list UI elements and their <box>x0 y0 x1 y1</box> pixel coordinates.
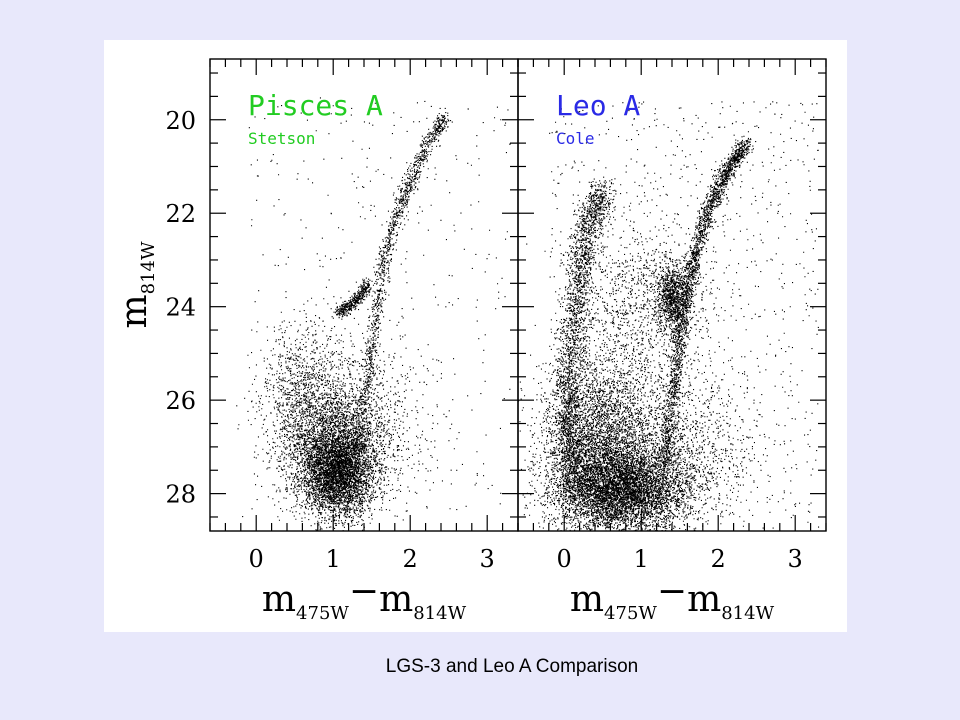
x-tick-label: 0 <box>557 545 572 573</box>
cmd-figure: 0 1 2 3 20 22 24 26 28 m475W−m814W m814W Pisces A St… <box>104 40 847 632</box>
x-tick-label: 3 <box>788 545 803 573</box>
y-tick-label: 20 <box>165 107 196 135</box>
x-tick-label: 3 <box>480 545 495 573</box>
x-tick-label: 0 <box>249 545 264 573</box>
x-tick-label: 1 <box>634 545 649 573</box>
panel-subtitle: Stetson <box>248 129 315 148</box>
y-tick-label: 26 <box>165 387 196 415</box>
cmd-star-points <box>236 97 511 531</box>
y-tick-label: 28 <box>165 481 196 509</box>
y-tick-label: 24 <box>165 294 196 322</box>
x-axis-label: m475W−m814W <box>570 571 775 624</box>
cmd-panel-1: 0 1 2 3 20 22 24 26 28 m475W−m814W m814W Pisces A St… <box>114 58 519 624</box>
cmd-star-points <box>518 101 820 531</box>
y-axis-label: m814W <box>114 241 159 328</box>
x-axis-label: m475W−m814W <box>262 571 467 624</box>
panel-title: Leo A <box>556 89 640 122</box>
panel-subtitle: Cole <box>556 129 595 148</box>
x-tick-label: 2 <box>403 545 418 573</box>
cmd-panel-2: 0 1 2 3 m475W−m814W Leo A Cole <box>517 58 827 624</box>
panel-title: Pisces A <box>248 89 383 122</box>
x-tick-label: 1 <box>326 545 341 573</box>
y-tick-label: 22 <box>165 200 196 228</box>
x-tick-label: 2 <box>711 545 726 573</box>
slide-caption: LGS-3 and Leo A Comparison <box>385 656 639 677</box>
